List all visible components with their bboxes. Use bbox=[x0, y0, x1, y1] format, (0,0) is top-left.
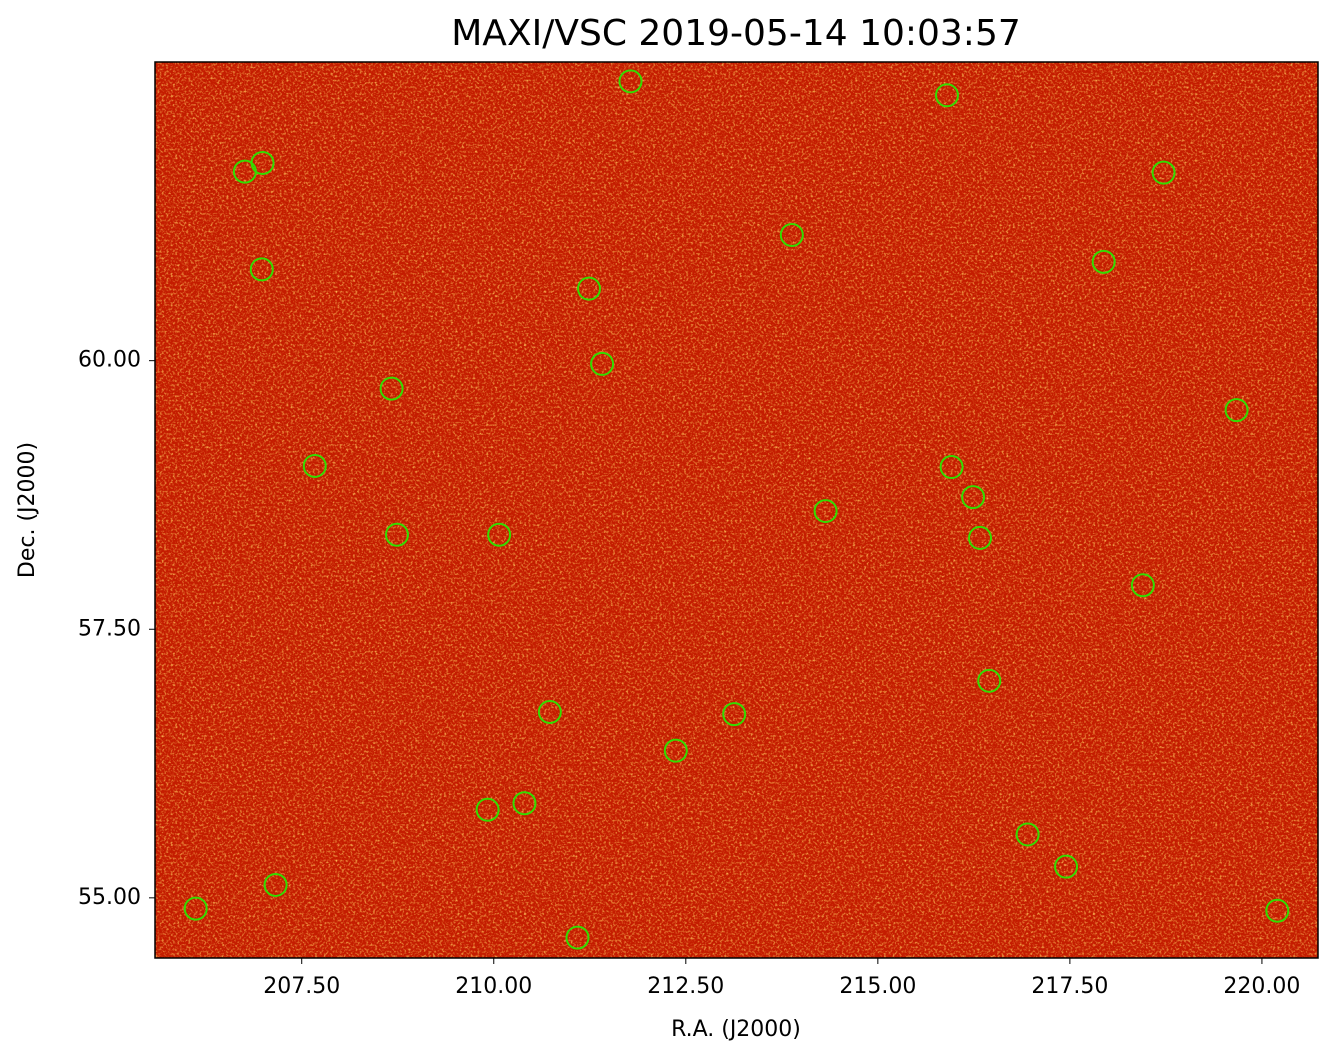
source-marker bbox=[512, 791, 537, 816]
source-marker bbox=[961, 485, 986, 510]
source-marker bbox=[590, 351, 615, 376]
y-tick-label: 57.50 bbox=[78, 616, 141, 641]
x-tick-label: 217.50 bbox=[1031, 974, 1108, 999]
source-marker bbox=[939, 455, 964, 480]
source-marker bbox=[183, 896, 208, 921]
x-axis-label: R.A. (J2000) bbox=[671, 1017, 801, 1042]
source-marker bbox=[263, 872, 288, 897]
x-tick-label: 220.00 bbox=[1223, 974, 1300, 999]
x-tick-label: 207.50 bbox=[263, 974, 340, 999]
source-marker bbox=[537, 699, 562, 724]
source-marker bbox=[232, 159, 257, 184]
source-marker bbox=[1015, 822, 1040, 847]
source-marker bbox=[968, 525, 993, 550]
source-marker bbox=[618, 69, 643, 94]
y-tick-label: 60.00 bbox=[78, 348, 141, 373]
source-marker bbox=[722, 702, 747, 727]
source-marker bbox=[249, 257, 274, 282]
source-marker bbox=[1224, 398, 1249, 423]
source-marker bbox=[302, 453, 327, 478]
source-marker bbox=[977, 668, 1002, 693]
source-marker bbox=[779, 222, 804, 247]
plot-frame bbox=[154, 61, 1319, 959]
chart-title: MAXI/VSC 2019-05-14 10:03:57 bbox=[451, 13, 1021, 54]
source-marker bbox=[487, 522, 512, 547]
source-marker bbox=[934, 83, 959, 108]
image-noise bbox=[155, 62, 1318, 958]
x-tick-label: 210.00 bbox=[455, 974, 532, 999]
source-marker bbox=[1151, 160, 1176, 185]
source-marker bbox=[379, 376, 404, 401]
y-tick-label: 55.00 bbox=[78, 885, 141, 910]
source-marker bbox=[577, 276, 602, 301]
source-marker bbox=[475, 797, 500, 822]
source-marker bbox=[1265, 898, 1290, 923]
x-tick-label: 212.50 bbox=[647, 974, 724, 999]
source-marker bbox=[565, 925, 590, 950]
source-marker bbox=[1054, 854, 1079, 879]
source-marker bbox=[663, 738, 688, 763]
source-marker bbox=[813, 499, 838, 524]
source-marker bbox=[384, 522, 409, 547]
x-tick-label: 215.00 bbox=[839, 974, 916, 999]
source-marker bbox=[1130, 573, 1155, 598]
y-axis-label: Dec. (J2000) bbox=[15, 442, 40, 578]
source-marker bbox=[1091, 249, 1116, 274]
